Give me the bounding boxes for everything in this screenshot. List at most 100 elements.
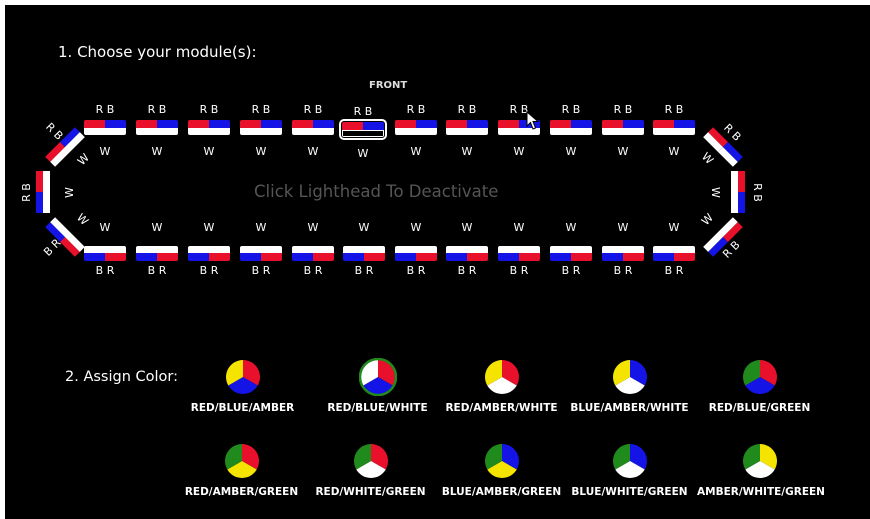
- color-wheel-icon: [612, 360, 647, 394]
- module-corner-top-left[interactable]: [45, 127, 85, 167]
- color-option[interactable]: RED/WHITE/GREEN: [308, 442, 433, 498]
- color-wheel-icon: [484, 360, 519, 394]
- color-option[interactable]: RED/AMBER/WHITE: [439, 358, 564, 414]
- module-side-right[interactable]: [731, 171, 745, 213]
- side-left-w-label: W: [62, 187, 76, 198]
- wedge-green: [612, 444, 630, 470]
- module-w-label: W: [668, 221, 680, 234]
- side-left-rb-label: R B: [19, 183, 33, 202]
- color-wheel-icon: [224, 444, 259, 478]
- module-corner-bottom-left[interactable]: [45, 217, 85, 257]
- module-rb-label: R B: [509, 103, 529, 116]
- wedge-red: [370, 444, 388, 470]
- module-w-label: W: [410, 221, 422, 234]
- wedge-white: [360, 360, 378, 386]
- color-option-label: BLUE/AMBER/WHITE: [570, 402, 689, 414]
- module-w-label: W: [358, 221, 370, 234]
- module-br-label: B R: [457, 264, 477, 277]
- wedge-blue: [744, 377, 775, 394]
- wedge-blue: [501, 444, 519, 470]
- wedge-white: [744, 461, 775, 478]
- wedge-amber: [759, 444, 777, 470]
- module-w-label: W: [461, 221, 473, 234]
- module-br-label: B R: [664, 264, 684, 277]
- module-w-label: W: [410, 145, 422, 158]
- color-option[interactable]: BLUE/AMBER/WHITE: [567, 358, 692, 414]
- color-wheel-icon: [225, 360, 260, 394]
- color-option[interactable]: RED/AMBER/GREEN: [179, 442, 304, 498]
- wedge-green: [353, 444, 371, 470]
- module-w-label: W: [513, 221, 525, 234]
- color-option-label: RED/AMBER/WHITE: [445, 402, 558, 414]
- wedge-green: [484, 444, 502, 470]
- module-w-label: W: [255, 221, 267, 234]
- module-br-label: B R: [95, 264, 115, 277]
- module-rb-label: R B: [561, 103, 581, 116]
- wedge-blue: [629, 360, 647, 386]
- color-wheel-icon: [742, 444, 777, 478]
- wedge-white: [614, 377, 645, 394]
- lightbar-configurator: 1. Choose your module(s): FRONT Click Li…: [5, 5, 870, 519]
- wedge-white: [355, 461, 386, 478]
- module-corner-top-right[interactable]: [703, 127, 743, 167]
- color-option-label: RED/BLUE/AMBER: [190, 402, 295, 414]
- wedge-red: [377, 360, 395, 386]
- module-w-label: W: [461, 145, 473, 158]
- side-right-w-label: W: [708, 187, 722, 198]
- module-w-label: W: [203, 221, 215, 234]
- wedge-amber: [225, 360, 243, 386]
- module-w-label: W: [565, 221, 577, 234]
- module-rb-label: R B: [199, 103, 219, 116]
- color-option-label: AMBER/WHITE/GREEN: [697, 486, 825, 498]
- module-rb-label: R B: [147, 103, 167, 116]
- end-modules: [36, 127, 745, 257]
- module-br-label: B R: [613, 264, 633, 277]
- wedge-amber: [484, 360, 502, 386]
- front-label: FRONT: [369, 80, 408, 91]
- wedge-green: [742, 360, 760, 386]
- module-w-label: W: [203, 145, 215, 158]
- module-w-label: W: [151, 221, 163, 234]
- module-br-label: B R: [199, 264, 219, 277]
- wedge-white: [614, 461, 645, 478]
- color-option[interactable]: BLUE/AMBER/GREEN: [439, 442, 564, 498]
- color-wheel-icon: [484, 444, 519, 478]
- module-side-left[interactable]: [36, 171, 50, 213]
- module-w-label: W: [617, 221, 629, 234]
- color-option-label: RED/AMBER/GREEN: [184, 486, 299, 498]
- module-w-label: W: [99, 145, 111, 158]
- color-option-label: BLUE/AMBER/GREEN: [441, 486, 562, 498]
- wedge-green: [224, 444, 242, 470]
- module-rb-label: R B: [613, 103, 633, 116]
- module-rb-label: R B: [406, 103, 426, 116]
- color-option-label: BLUE/WHITE/GREEN: [571, 486, 688, 498]
- wedge-red: [501, 360, 519, 386]
- color-wheel-icon: [353, 444, 388, 478]
- color-wheel-icon: [742, 360, 777, 394]
- module-br-label: B R: [406, 264, 426, 277]
- module-rb-label: R B: [303, 103, 323, 116]
- module-rb-label: R B: [251, 103, 271, 116]
- color-option[interactable]: BLUE/WHITE/GREEN: [567, 442, 692, 498]
- color-option[interactable]: AMBER/WHITE/GREEN: [697, 442, 825, 498]
- module-w-label: W: [617, 145, 629, 158]
- wedge-blue: [629, 444, 647, 470]
- wedge-blue: [362, 377, 393, 394]
- module-br-label: B R: [251, 264, 271, 277]
- module-rb-label: R B: [353, 105, 373, 118]
- wedge-amber: [486, 461, 517, 478]
- color-option[interactable]: RED/BLUE/WHITE: [315, 358, 440, 414]
- wedge-blue: [227, 377, 258, 394]
- module-rb-label: R B: [95, 103, 115, 116]
- module-br-label: B R: [147, 264, 167, 277]
- color-option[interactable]: RED/BLUE/GREEN: [697, 358, 822, 414]
- wedge-amber: [612, 360, 630, 386]
- module-w-label: W: [307, 221, 319, 234]
- module-w-label: W: [513, 145, 525, 158]
- color-wheel-icon: [612, 444, 647, 478]
- color-option[interactable]: RED/BLUE/AMBER: [180, 358, 305, 414]
- step-2-heading: 2. Assign Color:: [65, 369, 178, 385]
- module-w-label: W: [99, 221, 111, 234]
- module-corner-bottom-right[interactable]: [703, 217, 743, 257]
- wedge-white: [486, 377, 517, 394]
